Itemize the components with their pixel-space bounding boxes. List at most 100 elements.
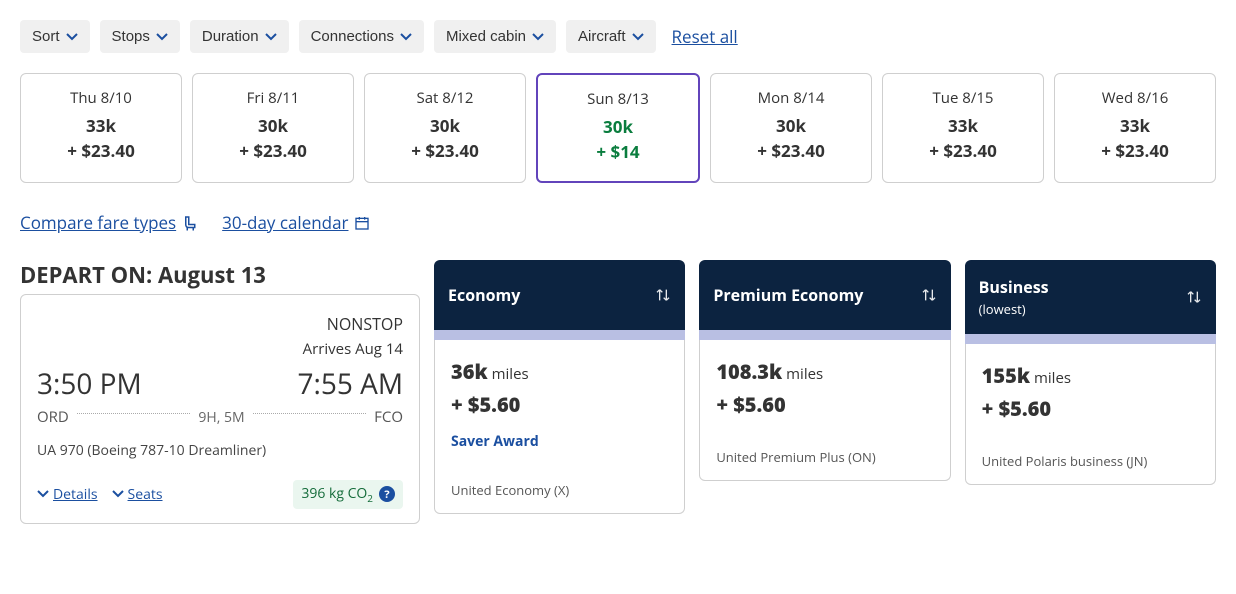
compare-fare-types-link[interactable]: Compare fare types [20, 211, 200, 234]
date-tab[interactable]: Sat 8/1230k+ $23.40 [364, 73, 526, 183]
chevron-down-icon [66, 31, 78, 43]
chevron-down-icon [632, 31, 644, 43]
chevron-down-icon [400, 31, 412, 43]
date-tab[interactable]: Fri 8/11 30k+ $23.40 [192, 73, 354, 183]
arrival-time: 7:55 AM [297, 365, 403, 403]
date-tab-miles: 30k [719, 114, 863, 137]
chevron-down-icon [37, 488, 49, 500]
flight-bottom: Details Seats 396 kg CO2 ? [37, 480, 403, 509]
time-row: 3:50 PM 7:55 AM [37, 365, 403, 403]
flight-number-line: UA 970 (Boeing 787-10 Dreamliner) [37, 441, 403, 460]
mixed-cabin-label: Mixed cabin [446, 28, 526, 45]
flight-card-wrapper: NONSTOP Arrives Aug 14 3:50 PM 7:55 AM O… [20, 294, 420, 524]
dots-left [77, 413, 191, 414]
date-tab-day: Mon 8/14 [719, 88, 863, 108]
fare-col-premium: Premium Economy 108.3kmiles + $5.60 Unit… [699, 260, 950, 481]
fare-miles: 36kmiles [451, 358, 668, 385]
fare-accent [699, 330, 950, 340]
expand-links: Details Seats [37, 485, 163, 504]
fare-card-economy[interactable]: 36kmiles + $5.60 Saver Award United Econ… [434, 340, 685, 514]
sort-icon [921, 287, 937, 303]
connections-filter[interactable]: Connections [299, 20, 424, 53]
date-tab-fee: + $23.40 [29, 139, 173, 162]
seat-icon [182, 214, 200, 232]
duration-filter[interactable]: Duration [190, 20, 289, 53]
calendar-label: 30-day calendar [222, 211, 348, 234]
connections-label: Connections [311, 28, 394, 45]
sort-icon [655, 287, 671, 303]
info-icon[interactable]: ? [379, 486, 395, 502]
date-tab[interactable]: Sun 8/1330k+ $14 [536, 73, 700, 183]
fare-accent [434, 330, 685, 340]
duration-label: Duration [202, 28, 259, 45]
fare-class: United Premium Plus (ON) [716, 448, 933, 466]
seats-label: Seats [128, 485, 163, 504]
fare-miles: 108.3kmiles [716, 358, 933, 385]
fare-fee: + $5.60 [451, 391, 668, 418]
30-day-calendar-link[interactable]: 30-day calendar [222, 211, 370, 234]
depart-heading: DEPART ON: August 13 [20, 260, 420, 290]
co2-text: 396 kg CO2 [301, 484, 373, 505]
date-tab[interactable]: Wed 8/16 33k+ $23.40 [1054, 73, 1216, 183]
fare-title: Premium Economy [713, 284, 863, 306]
fare-miles-value: 36k [451, 358, 488, 385]
saver-award-tag: Saver Award [451, 432, 668, 451]
sort-label: Sort [32, 28, 60, 45]
fare-miles-value: 155k [982, 362, 1030, 389]
airport-row: ORD 9H, 5M FCO [37, 407, 403, 427]
date-tab-fee: + $23.40 [201, 139, 345, 162]
filter-row: Sort Stops Duration Connections Mixed ca… [20, 20, 1216, 53]
departure-time: 3:50 PM [37, 365, 142, 403]
fare-col-economy: Economy 36kmiles + $5.60 Saver Award Uni… [434, 260, 685, 514]
date-tab-miles: 33k [1063, 114, 1207, 137]
fare-col-business: Business (lowest) 155kmiles + $5.60 Unit… [965, 260, 1216, 485]
date-tab-day: Wed 8/16 [1063, 88, 1207, 108]
fare-miles-label: miles [786, 364, 823, 384]
date-tab-fee: + $23.40 [373, 139, 517, 162]
fare-card-business[interactable]: 155kmiles + $5.60 United Polaris busines… [965, 344, 1216, 485]
chevron-down-icon [265, 31, 277, 43]
chevron-down-icon [532, 31, 544, 43]
date-tab-day: Fri 8/11 [201, 88, 345, 108]
fare-header-economy[interactable]: Economy [434, 260, 685, 330]
chevron-down-icon [156, 31, 168, 43]
aircraft-label: Aircraft [578, 28, 626, 45]
fare-miles-label: miles [1034, 368, 1071, 388]
reset-all-link[interactable]: Reset all [672, 25, 738, 48]
date-tab-fee: + $23.40 [1063, 139, 1207, 162]
aircraft-filter[interactable]: Aircraft [566, 20, 656, 53]
fare-accent [965, 334, 1216, 344]
flight-card[interactable]: NONSTOP Arrives Aug 14 3:50 PM 7:55 AM O… [20, 294, 420, 524]
dest-code: FCO [374, 407, 403, 427]
dots-right [253, 413, 367, 414]
fare-subtitle: (lowest) [979, 300, 1049, 318]
date-tab-miles: 33k [29, 114, 173, 137]
fare-class: United Polaris business (JN) [982, 452, 1199, 470]
fare-title: Business [979, 276, 1049, 298]
details-link[interactable]: Details [37, 485, 98, 504]
arrives-label: Arrives Aug 14 [37, 339, 403, 359]
origin-code: ORD [37, 407, 69, 427]
date-tab[interactable]: Tue 8/1533k+ $23.40 [882, 73, 1044, 183]
date-tab[interactable]: Thu 8/1033k+ $23.40 [20, 73, 182, 183]
details-label: Details [53, 485, 98, 504]
stops-filter[interactable]: Stops [100, 20, 180, 53]
fare-title: Economy [448, 284, 520, 306]
fare-miles-label: miles [492, 364, 529, 384]
date-tab-day: Tue 8/15 [891, 88, 1035, 108]
mixed-cabin-filter[interactable]: Mixed cabin [434, 20, 556, 53]
fare-miles-value: 108.3k [716, 358, 782, 385]
fare-header-business[interactable]: Business (lowest) [965, 260, 1216, 334]
date-tab[interactable]: Mon 8/1430k+ $23.40 [710, 73, 872, 183]
fare-card-premium[interactable]: 108.3kmiles + $5.60 United Premium Plus … [699, 340, 950, 481]
flight-duration: 9H, 5M [198, 408, 244, 427]
fare-fee: + $5.60 [982, 395, 1199, 422]
date-tabs: Thu 8/1033k+ $23.40Fri 8/1130k+ $23.40Sa… [20, 73, 1216, 183]
fare-header-premium[interactable]: Premium Economy [699, 260, 950, 330]
sort-icon [1186, 289, 1202, 305]
calendar-icon [354, 215, 370, 231]
seats-link[interactable]: Seats [112, 485, 163, 504]
date-tab-miles: 30k [201, 114, 345, 137]
secondary-links: Compare fare types 30-day calendar [20, 211, 1216, 234]
sort-filter[interactable]: Sort [20, 20, 90, 53]
